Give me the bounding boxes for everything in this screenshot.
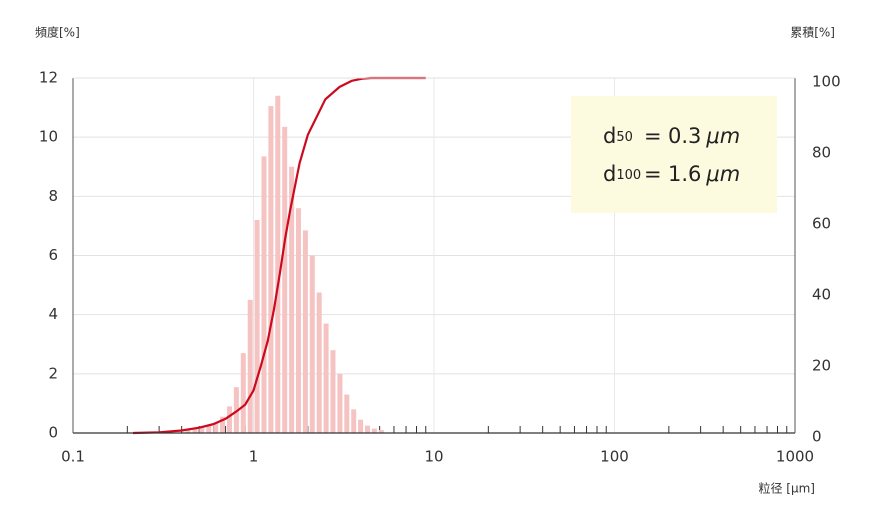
x-tick-label: 1	[249, 448, 259, 466]
y2-tick-label: 60	[812, 215, 831, 233]
bar	[206, 425, 212, 433]
bar	[351, 409, 357, 433]
x-axis-label: 粒径 [μm]	[758, 481, 815, 496]
bar	[213, 422, 219, 433]
y-tick-label: 2	[48, 364, 58, 382]
bar	[309, 255, 315, 433]
y-tick-label: 0	[48, 424, 58, 442]
y-tick-label: 12	[39, 69, 58, 87]
y2-tick-label: 80	[812, 144, 831, 162]
y-tick-label: 10	[39, 128, 58, 146]
y-tick-label: 4	[48, 305, 58, 323]
bar	[344, 394, 350, 433]
bar	[371, 428, 377, 433]
bar	[316, 292, 322, 433]
x-tick-label: 100	[600, 448, 629, 466]
bar	[254, 220, 260, 433]
bar	[289, 166, 295, 433]
bar	[199, 427, 205, 433]
bar	[220, 416, 226, 433]
bar	[364, 425, 370, 433]
bar	[323, 323, 329, 433]
y2-tick-label: 40	[812, 286, 831, 304]
bar	[378, 430, 384, 433]
y2-tick-label: 0	[812, 428, 822, 446]
x-tick-label: 10	[424, 448, 443, 466]
bar	[295, 208, 301, 433]
bar	[240, 353, 246, 433]
y-axis-label: 頻度[%]	[35, 25, 80, 40]
bar	[337, 373, 343, 433]
bar	[268, 106, 274, 434]
y2-tick-label: 100	[812, 73, 841, 91]
cumulative-line	[132, 76, 426, 435]
bar	[275, 95, 281, 433]
bar	[330, 350, 336, 433]
bar	[247, 299, 253, 433]
x-tick-label: 1000	[776, 448, 814, 466]
y2-tick-label: 20	[812, 357, 831, 375]
bar	[261, 156, 267, 434]
bar	[226, 406, 232, 433]
bar	[185, 430, 191, 433]
x-tick-label: 0.1	[61, 448, 85, 466]
bar	[192, 428, 198, 433]
y-tick-label: 8	[48, 187, 58, 205]
bar	[302, 230, 308, 433]
y-tick-label: 6	[48, 246, 58, 264]
annotation-line: d100 = 1.6 μm	[603, 162, 740, 186]
annotation-line: d50 = 0.3 μm	[603, 124, 740, 148]
y2-axis-label: 累積[%]	[790, 25, 835, 40]
bar	[358, 419, 364, 433]
annotation-box	[571, 96, 777, 213]
bar	[282, 126, 288, 433]
